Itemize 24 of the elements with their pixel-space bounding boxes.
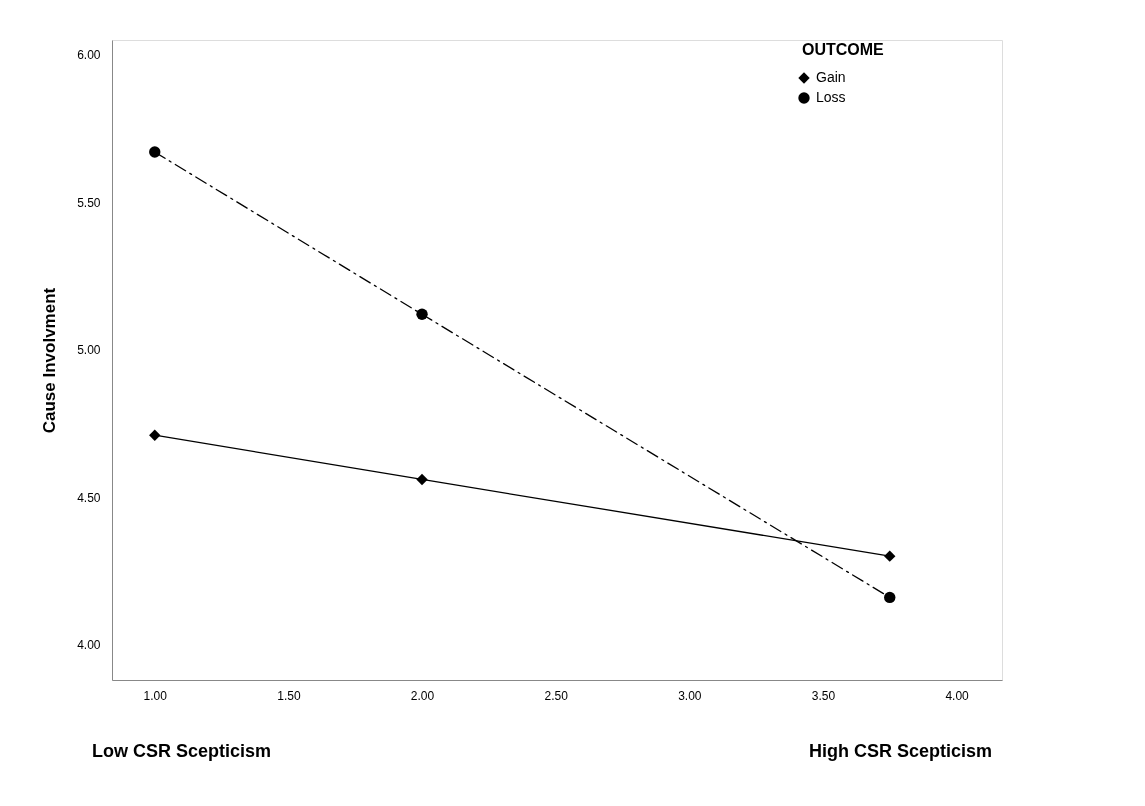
- text: Low CSR Scepticism: [92, 741, 272, 761]
- point: [884, 550, 896, 562]
- y-tick-label: 5.00: [77, 343, 101, 358]
- legend-label: Loss: [816, 89, 846, 105]
- point: [149, 146, 161, 158]
- point: [149, 429, 161, 441]
- y-tick-label: 6.00: [77, 48, 101, 63]
- x-tick-label: 4.00: [945, 688, 970, 703]
- point: [416, 308, 428, 320]
- legend-label: Gain: [816, 69, 846, 85]
- x-tick-label: 1.00: [143, 688, 168, 703]
- y-tick-label: 5.50: [77, 195, 101, 210]
- point: [416, 473, 428, 486]
- x-tick-label: 2.50: [544, 688, 569, 703]
- x-tick-label: 2.00: [410, 688, 435, 703]
- y-tick-label: 4.00: [77, 638, 101, 653]
- text: High CSR Scepticism: [808, 741, 992, 761]
- y-tick-label: 4.50: [77, 490, 101, 505]
- y-axis-title: Cause Involvment: [40, 287, 60, 434]
- x-tick-label: 1.50: [277, 688, 301, 703]
- legend-title: OUTCOME: [802, 41, 885, 58]
- point: [884, 591, 896, 604]
- x-tick-label: 3.00: [678, 688, 702, 703]
- x-tick-label: 3.50: [811, 688, 836, 703]
